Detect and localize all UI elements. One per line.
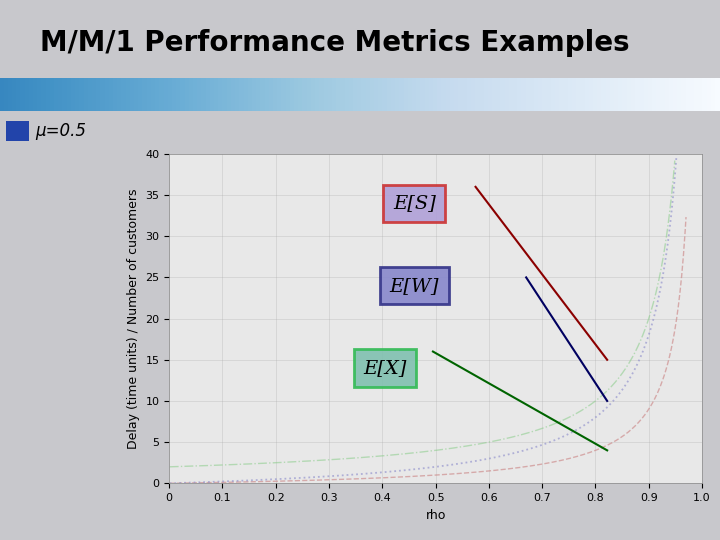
Y-axis label: Delay (time units) / Number of customers: Delay (time units) / Number of customers <box>127 188 140 449</box>
Text: E[W]: E[W] <box>390 276 439 295</box>
X-axis label: rho: rho <box>426 509 446 522</box>
Bar <box>6 121 29 141</box>
Text: μ=0.5: μ=0.5 <box>35 122 86 140</box>
Text: E[X]: E[X] <box>364 359 407 377</box>
Text: M/M/1 Performance Metrics Examples: M/M/1 Performance Metrics Examples <box>40 29 629 57</box>
Text: E[S]: E[S] <box>393 194 436 212</box>
